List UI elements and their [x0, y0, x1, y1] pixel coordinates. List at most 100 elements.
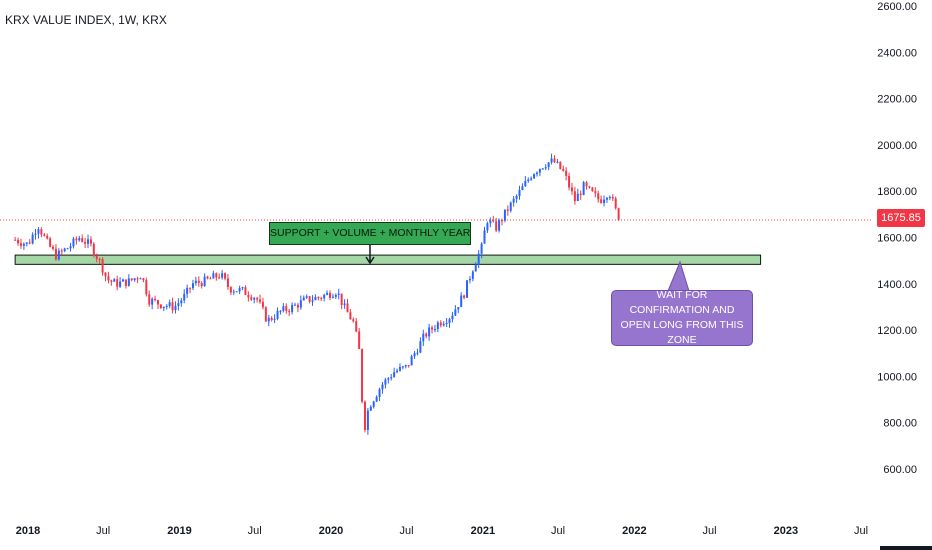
candle-body: [156, 300, 159, 305]
candle-body: [396, 370, 399, 373]
candle-body: [518, 189, 521, 196]
candle-body: [361, 349, 364, 402]
candle-body: [524, 181, 527, 187]
candle-body: [346, 303, 349, 313]
candle-body: [69, 246, 72, 249]
candle-body: [261, 301, 264, 308]
x-tick-label: Jul: [96, 525, 110, 537]
candle-body: [250, 297, 253, 300]
candle-body: [288, 310, 291, 312]
support-zone: [14, 254, 762, 265]
candle-body: [326, 292, 329, 295]
x-tick-label: Jul: [702, 525, 716, 537]
candle-body: [299, 300, 302, 308]
candle-body: [154, 298, 157, 301]
candle-body: [66, 248, 69, 250]
candle-body: [468, 278, 471, 281]
candle-body: [603, 199, 606, 204]
candle-body: [535, 172, 538, 175]
candle-body: [221, 273, 224, 278]
candle-body: [486, 223, 489, 231]
candle-body: [209, 278, 212, 280]
candle-body: [291, 304, 294, 312]
candle-body: [206, 276, 209, 279]
y-tick-label: 1000.00: [877, 371, 917, 383]
candle-body: [439, 322, 442, 326]
candle-body: [433, 329, 436, 331]
candle-body: [84, 241, 87, 244]
candle-body: [431, 327, 434, 330]
candle-body: [119, 281, 122, 287]
candle-body: [337, 293, 340, 295]
y-tick-label: 1400.00: [877, 279, 917, 291]
candle-body: [87, 239, 90, 244]
candle-body: [267, 317, 270, 322]
candle-body: [605, 197, 608, 200]
candle-body: [31, 234, 34, 244]
candle-body: [124, 279, 127, 286]
y-tick-label: 600.00: [883, 464, 917, 476]
x-tick-label: Jul: [551, 525, 565, 537]
candle-body: [358, 331, 361, 350]
candle-body: [404, 365, 407, 367]
candle-body: [579, 193, 582, 195]
y-tick-label: 2600.00: [877, 1, 917, 13]
candle-body: [171, 302, 174, 311]
candle-body: [323, 294, 326, 299]
candle-body: [159, 304, 162, 309]
candle-body: [521, 186, 524, 190]
candle-body: [244, 287, 247, 295]
candle-body: [597, 193, 600, 200]
y-tick-label: 2200.00: [877, 94, 917, 106]
x-tick-label: Jul: [854, 525, 868, 537]
candle-body: [22, 243, 25, 246]
candle-body: [419, 341, 422, 353]
scroll-indicator: [880, 546, 932, 550]
candle-body: [232, 291, 235, 293]
candle-body: [384, 379, 387, 385]
candle-body: [180, 300, 183, 304]
support-annotation[interactable]: SUPPORT + VOLUME + MONTHLY YEARLY OPEN: [269, 222, 471, 245]
candle-body: [600, 199, 603, 204]
candle-body: [133, 278, 136, 280]
candle-body: [352, 319, 355, 322]
candle-body: [197, 280, 200, 284]
note-annotation[interactable]: WAIT FOR CONFIRMATION AND OPEN LONG FROM…: [611, 289, 753, 346]
candle-body: [428, 327, 431, 337]
candle-body: [81, 238, 84, 242]
candle-body: [226, 278, 229, 288]
candle-body: [477, 253, 480, 265]
candle-body: [311, 300, 314, 302]
candle-body: [501, 220, 504, 222]
candle-body: [151, 298, 154, 305]
candle-body: [75, 238, 78, 241]
note-line-1: WAIT FOR CONFIRMATION AND: [629, 289, 735, 316]
candle-body: [57, 250, 60, 260]
candle-body: [264, 307, 267, 322]
candle-body: [317, 297, 320, 299]
candle-body: [136, 278, 139, 280]
candle-body: [203, 276, 206, 287]
candle-body: [442, 323, 445, 326]
candle-body: [611, 197, 614, 199]
candle-body: [413, 353, 416, 357]
candle-body: [113, 279, 116, 282]
candle-body: [355, 321, 358, 332]
candle-body: [235, 291, 238, 293]
candle-body: [594, 191, 597, 194]
candle-body: [194, 280, 197, 284]
candle-body: [363, 401, 366, 430]
candle-body: [253, 298, 256, 300]
candle-body: [334, 294, 337, 297]
candle-body: [229, 287, 232, 293]
candle-body: [436, 322, 439, 330]
candle-body: [559, 161, 562, 169]
candle-body: [591, 187, 594, 192]
candle-body: [492, 220, 495, 222]
y-tick-label: 1200.00: [877, 325, 917, 337]
candle-body: [495, 221, 498, 231]
candle-body: [576, 193, 579, 202]
candle-body: [162, 306, 165, 309]
candle-body: [503, 209, 506, 221]
